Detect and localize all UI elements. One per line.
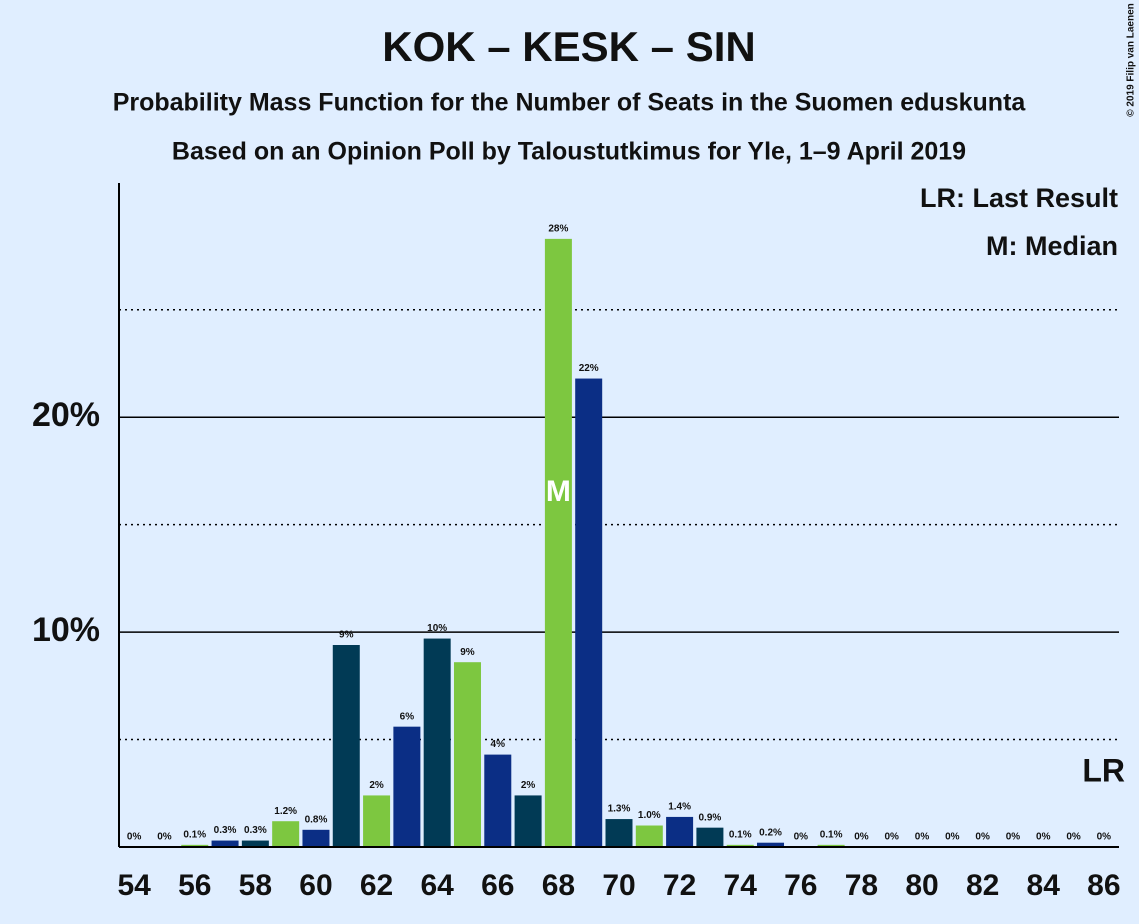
value-label: 1.2% [274,806,297,817]
x-tick-label: 58 [239,869,272,902]
x-tick-label: 60 [299,869,332,902]
value-label: 1.4% [668,802,691,813]
bar [181,844,209,847]
bar [635,825,663,847]
legend-entry: LR: Last Result [920,183,1118,213]
bar [544,238,572,847]
value-label: 4% [491,739,506,750]
value-label: 10% [427,623,447,634]
value-label: 0% [975,832,990,843]
chart-title: KOK – KESK – SIN [382,23,755,70]
bar [241,840,269,847]
last-result-marker: LR [1082,752,1125,788]
y-tick-label: 20% [32,396,100,434]
x-tick-label: 62 [360,869,393,902]
x-tick-label: 70 [602,869,635,902]
x-tick-label: 68 [542,869,575,902]
bar [817,844,845,847]
value-label: 0.1% [729,829,752,840]
value-label: 1.3% [608,804,631,815]
bar [575,378,603,847]
bar [514,795,542,847]
value-label: 0% [945,832,960,843]
x-tick-label: 82 [966,869,999,902]
bar [696,827,724,847]
bar [363,795,391,847]
value-label: 0% [885,832,900,843]
value-label: 2% [521,780,536,791]
x-tick-label: 86 [1087,869,1120,902]
chart-subtitle: Probability Mass Function for the Number… [113,89,1027,117]
x-tick-label: 84 [1027,869,1061,902]
value-label: 1.0% [638,810,661,821]
value-label: 0.9% [699,812,722,823]
bar [272,821,300,847]
value-label: 0% [127,832,142,843]
value-label: 0% [915,832,930,843]
y-tick-label: 10% [32,611,100,649]
value-label: 0.1% [183,829,206,840]
bar [302,829,330,847]
bar [211,840,239,847]
x-tick-label: 78 [845,869,878,902]
bar [393,726,421,847]
value-label: 0% [854,832,869,843]
copyright: © 2019 Filip van Laenen [1126,3,1137,117]
value-label: 6% [400,711,415,722]
bar [726,844,754,847]
value-label: 0% [1097,832,1112,843]
x-tick-label: 66 [481,869,514,902]
value-label: 2% [369,780,384,791]
value-label: 0.2% [759,827,782,838]
legend-entry: M: Median [986,231,1118,261]
median-marker: M [546,475,571,508]
value-label: 22% [579,363,599,374]
bar [666,816,694,847]
value-label: 9% [339,630,354,641]
bar [453,662,481,847]
bar [605,819,633,847]
x-tick-label: 80 [905,869,938,902]
x-tick-label: 72 [663,869,696,902]
x-tick-label: 64 [420,869,454,902]
x-tick-label: 54 [117,869,151,902]
value-label: 9% [460,647,475,658]
bar [757,842,785,847]
value-label: 0% [1006,832,1021,843]
value-label: 28% [548,224,568,235]
x-tick-label: 76 [784,869,817,902]
value-label: 0.8% [305,814,328,825]
value-label: 0% [157,832,172,843]
value-label: 0% [794,832,809,843]
bar [423,638,451,847]
value-label: 0.3% [214,825,237,836]
x-tick-label: 74 [724,869,758,902]
bar [332,645,360,847]
value-label: 0.1% [820,829,843,840]
value-label: 0.3% [244,825,267,836]
chart-subtitle: Based on an Opinion Poll by Taloustutkim… [172,138,966,166]
x-tick-label: 56 [178,869,211,902]
value-label: 0% [1036,832,1051,843]
bar [484,754,512,847]
value-label: 0% [1066,832,1081,843]
